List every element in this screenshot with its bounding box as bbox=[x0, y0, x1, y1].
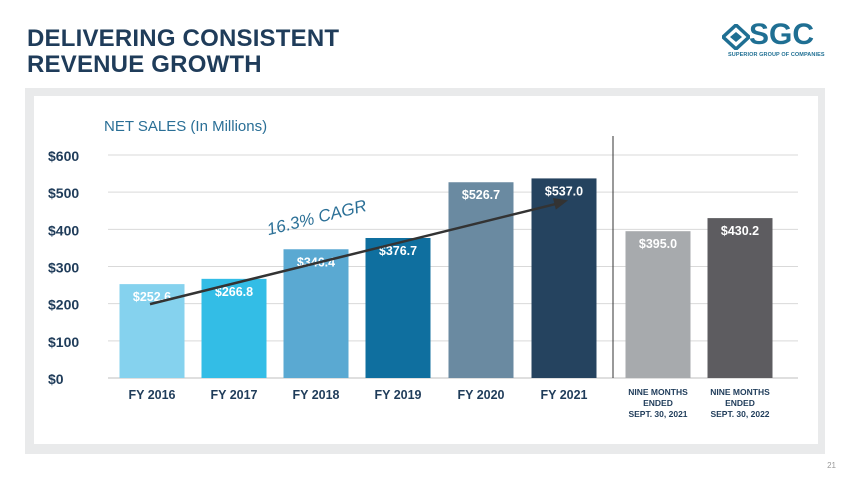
bar-value-label: $376.7 bbox=[379, 244, 417, 258]
bar bbox=[201, 278, 267, 378]
y-tick-label: $500 bbox=[48, 185, 79, 201]
x-tick-label: FY 2020 bbox=[457, 388, 504, 402]
x-tick-label: FY 2018 bbox=[292, 388, 339, 402]
bar-value-label: $252.6 bbox=[133, 290, 171, 304]
y-tick-label: $0 bbox=[48, 371, 64, 387]
cagr-annotation: 16.3% CAGR bbox=[265, 196, 369, 239]
x-tick-label-line: NINE MONTHS bbox=[710, 387, 770, 397]
chart-title: NET SALES (In Millions) bbox=[104, 118, 268, 135]
slide-title: DELIVERING CONSISTENT REVENUE GROWTH bbox=[27, 26, 339, 78]
bar bbox=[119, 284, 185, 378]
y-tick-label: $400 bbox=[48, 222, 79, 238]
x-tick-label: NINE MONTHS ENDED SEPT. 30, 2022 bbox=[710, 387, 770, 419]
bar-value-label: $395.0 bbox=[639, 237, 677, 251]
page-number: 21 bbox=[827, 461, 836, 470]
cagr-arrowhead bbox=[552, 197, 568, 210]
bar-value-label: $430.2 bbox=[721, 224, 759, 238]
bar-value-label: $526.7 bbox=[462, 188, 500, 202]
y-tick-label: $200 bbox=[48, 297, 79, 313]
logo-diamond-icon bbox=[722, 24, 750, 50]
y-tick-label: $600 bbox=[48, 148, 79, 164]
bar bbox=[283, 249, 349, 378]
y-tick-label: $300 bbox=[48, 260, 79, 276]
bar bbox=[625, 231, 691, 378]
x-tick-label-line: SEPT. 30, 2022 bbox=[710, 409, 769, 419]
bar-value-label: $537.0 bbox=[545, 184, 583, 198]
cagr-trend-line bbox=[149, 202, 559, 306]
bar bbox=[448, 182, 514, 378]
x-tick-label-line: SEPT. 30, 2021 bbox=[628, 409, 687, 419]
x-tick-label-line: NINE MONTHS bbox=[628, 387, 688, 397]
bar-value-label: $266.8 bbox=[215, 285, 253, 299]
company-logo: SGC SUPERIOR GROUP OF COMPANIES bbox=[722, 18, 834, 62]
logo-text: SGC bbox=[749, 18, 815, 51]
x-tick-label: NINE MONTHS ENDED SEPT. 30, 2021 bbox=[628, 387, 688, 419]
logo-subtitle: SUPERIOR GROUP OF COMPANIES bbox=[728, 52, 825, 58]
x-tick-label: FY 2019 bbox=[374, 388, 421, 402]
x-tick-label-line: ENDED bbox=[643, 398, 673, 408]
y-tick-label: $100 bbox=[48, 334, 79, 350]
bar bbox=[707, 218, 773, 378]
bar bbox=[365, 237, 431, 378]
title-line-1: DELIVERING CONSISTENT bbox=[27, 25, 340, 52]
x-tick-label: FY 2016 bbox=[128, 388, 175, 402]
x-tick-label: FY 2017 bbox=[210, 388, 257, 402]
x-tick-label-line: ENDED bbox=[725, 398, 755, 408]
bar bbox=[531, 178, 597, 378]
x-tick-label: FY 2021 bbox=[540, 388, 587, 402]
title-line-2: REVENUE GROWTH bbox=[27, 51, 262, 78]
